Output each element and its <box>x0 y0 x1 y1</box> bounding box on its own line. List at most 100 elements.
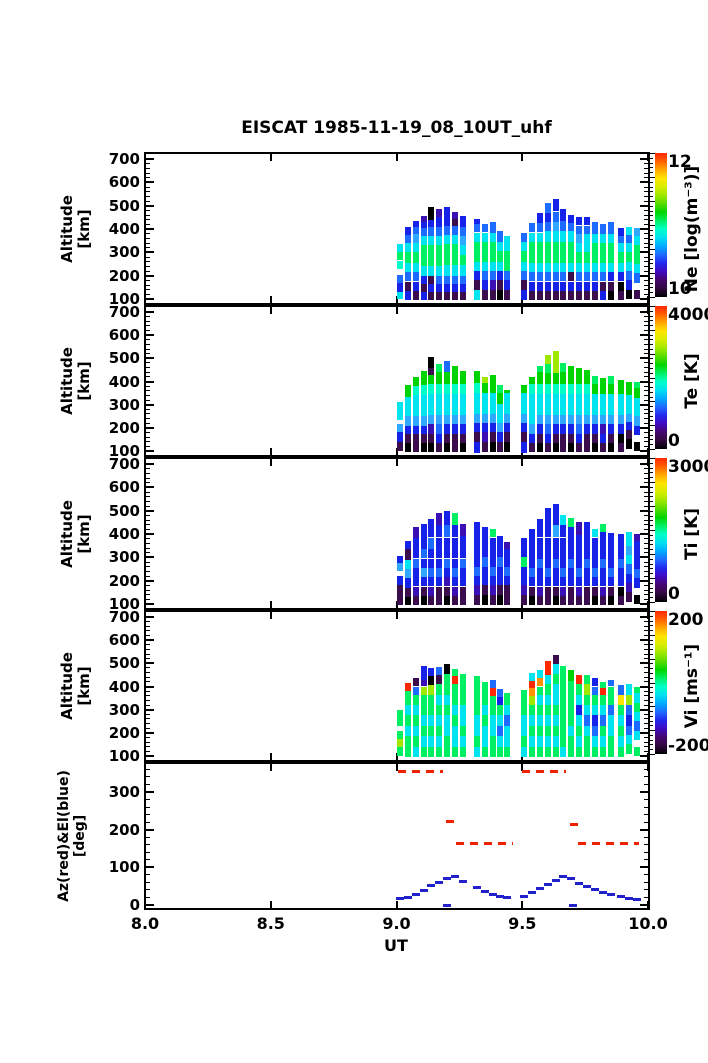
bar-segment-ne <box>592 272 599 282</box>
bar-segment-vi <box>576 725 583 737</box>
bar-segment-ne <box>568 241 575 253</box>
colorbar-tick <box>649 325 653 327</box>
bar-segment-ne <box>544 272 551 282</box>
tick-y-right <box>644 524 648 526</box>
bar-segment-ti <box>608 532 615 548</box>
colorbar-tick <box>649 501 653 503</box>
colorbar-min-label: 0 <box>668 431 680 451</box>
bar-segment-vi <box>427 694 434 706</box>
bar-segment-ne <box>600 252 607 263</box>
el-dash-point <box>551 878 560 882</box>
colorbar-tick <box>649 429 653 431</box>
bar-segment-vi <box>459 705 466 716</box>
colorbar-tick <box>649 539 653 541</box>
bar-segment-ti <box>459 549 466 559</box>
bar-segment-te <box>600 378 607 387</box>
bar-segment-ne <box>521 271 527 281</box>
bar-segment-vi <box>576 684 583 695</box>
bar-segment-te <box>420 442 427 453</box>
bar-segment-vi <box>427 676 434 686</box>
colorbar-tick <box>649 706 655 708</box>
bar-segment-vi <box>552 746 559 758</box>
bar-segment-ti <box>559 567 566 578</box>
y-tick-label: 700 <box>108 150 140 168</box>
colorbar-tick <box>649 225 655 226</box>
tick-y-right <box>640 828 648 831</box>
bar-segment-vi <box>397 716 404 726</box>
bar-segment-ti <box>420 567 427 578</box>
bar-segment-ti <box>608 586 615 596</box>
bar-segment-ti <box>436 549 442 559</box>
bar-segment-ti <box>576 535 583 548</box>
bar-segment-vi <box>544 715 551 726</box>
bar-segment-ne <box>529 290 536 301</box>
bar-segment-ti <box>634 594 641 604</box>
bar-segment-ne <box>634 236 641 246</box>
el-dash-point <box>558 875 567 879</box>
tick-y-left <box>146 390 150 392</box>
bar-segment-ne <box>626 226 633 235</box>
bar-segment-vi <box>559 746 566 758</box>
bar-segment-te <box>608 394 615 405</box>
bar-segment-ti <box>537 558 544 568</box>
tick-y-left <box>146 204 154 207</box>
bar-segment-ti <box>626 564 633 574</box>
colorbar-tick <box>649 244 653 246</box>
bar-segment-te <box>436 433 442 443</box>
bar-segment-ti <box>459 536 466 550</box>
bar-segment-te <box>427 357 434 368</box>
tick-y-right <box>640 685 648 688</box>
tick-y-right <box>644 776 648 778</box>
bar-segment-te <box>521 441 527 454</box>
bar-segment-ne <box>420 216 427 222</box>
bar-segment-te <box>537 415 544 425</box>
bar-segment-vi <box>544 694 551 706</box>
bar-segment-te <box>618 404 625 416</box>
bar-segment-vi <box>537 678 544 687</box>
bar-segment-ti <box>537 518 544 538</box>
tick-y-left <box>146 859 150 861</box>
tick-y-left <box>146 343 150 345</box>
bar-segment-ti <box>576 567 583 578</box>
tick-x-bottom <box>395 901 398 908</box>
bar-segment-te <box>626 388 633 396</box>
bar-segment-ne <box>482 271 489 281</box>
tick-y-left <box>146 385 150 387</box>
bar-segment-te <box>576 367 583 384</box>
colorbar-tick <box>649 754 655 755</box>
bar-segment-te <box>552 362 559 374</box>
tick-y-right <box>644 881 648 883</box>
colorbar-tick <box>649 167 653 169</box>
tick-y-left <box>146 228 154 230</box>
bar-segment-te <box>529 442 536 453</box>
bar-segment-te <box>436 364 442 373</box>
bar-segment-te <box>459 371 466 384</box>
bar-segment-te <box>529 433 536 443</box>
bar-segment-te <box>443 404 450 416</box>
tick-y-left <box>146 672 150 674</box>
el-dash-point <box>503 896 512 900</box>
bar-segment-ne <box>544 252 551 263</box>
bar-segment-ti <box>529 567 536 578</box>
bar-segment-te <box>544 433 551 443</box>
bar-segment-vi <box>592 678 599 687</box>
tick-y-left <box>146 635 150 637</box>
bar-segment-ti <box>436 595 442 606</box>
colorbar-tick <box>649 462 653 464</box>
bar-segment-te <box>600 424 607 434</box>
bar-segment-vi <box>592 694 599 706</box>
tick-y-right <box>644 859 648 861</box>
bar-segment-ne <box>608 272 615 282</box>
tick-y-right <box>644 625 648 627</box>
bar-segment-te <box>559 362 566 373</box>
colorbar-tick <box>649 348 653 350</box>
bar-segment-vi <box>397 738 404 747</box>
bar-segment-ti <box>521 594 527 606</box>
bar-segment-ne <box>443 206 450 215</box>
bar-segment-te <box>436 404 442 416</box>
tick-y-left <box>146 399 150 401</box>
tick-y-right <box>644 768 648 770</box>
bar-segment-ne <box>436 283 442 292</box>
bar-segment-ne <box>427 266 434 276</box>
